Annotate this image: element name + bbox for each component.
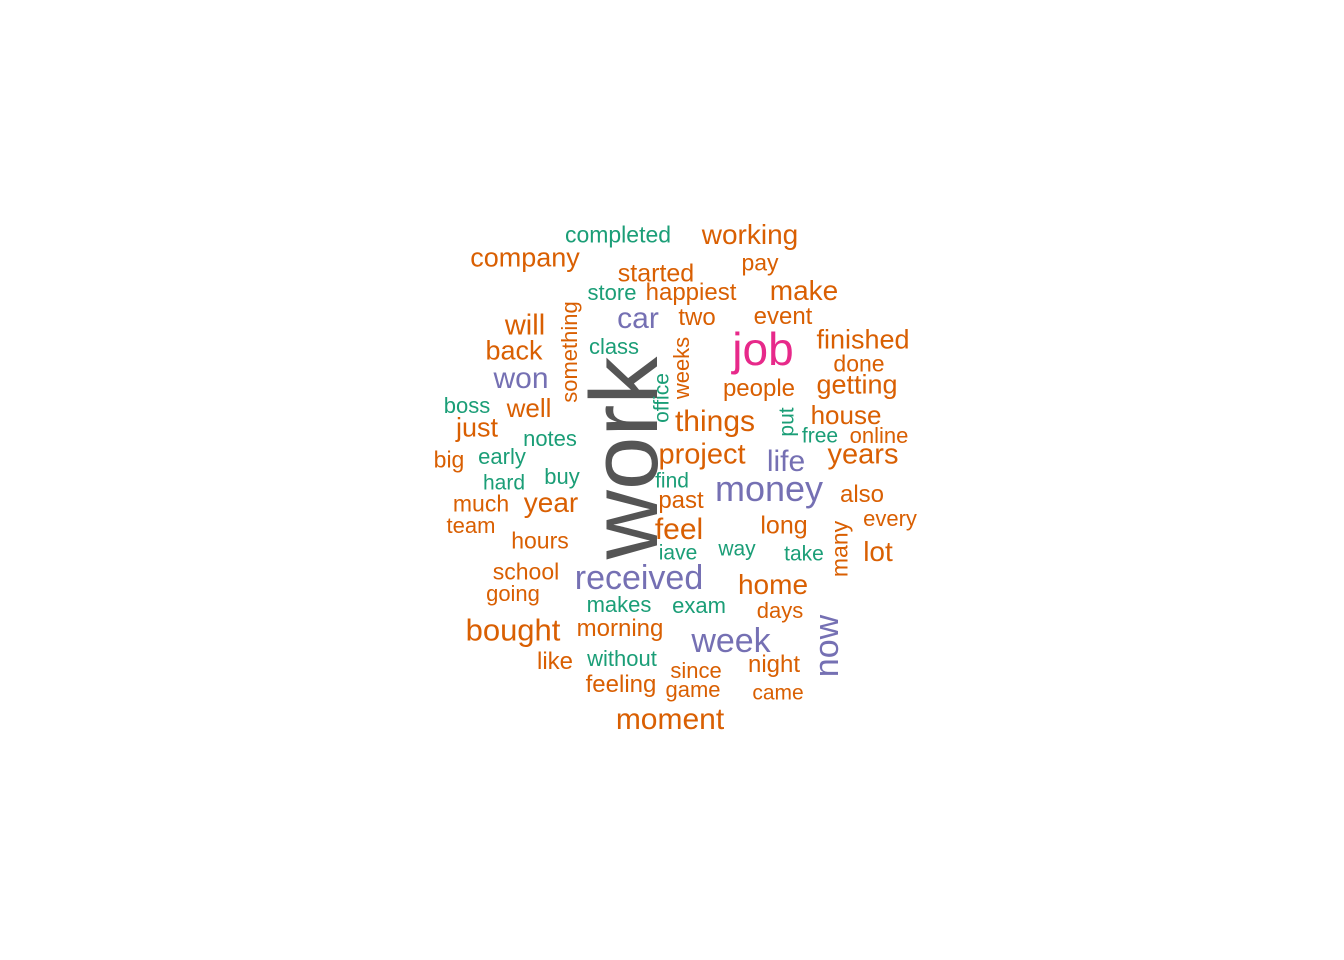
word-also: also <box>839 481 885 508</box>
word-car: car <box>617 302 659 335</box>
word-game: game <box>665 677 721 702</box>
word-hours: hours <box>511 527 569 554</box>
word-since: since <box>670 658 722 683</box>
word-back: back <box>485 335 543 366</box>
word-house: house <box>810 400 882 430</box>
word-online: online <box>849 423 909 448</box>
word-project: project <box>658 438 746 471</box>
word-boss: boss <box>443 393 491 418</box>
word-money: money <box>714 468 824 509</box>
word-now: now <box>808 614 846 678</box>
word-office: office <box>650 373 674 423</box>
word-iave: iave <box>658 541 698 565</box>
word-years: years <box>827 438 899 471</box>
word-store: store <box>587 280 637 305</box>
word-done: done <box>833 350 885 377</box>
word-team: team <box>446 513 496 538</box>
word-came: came <box>752 681 804 705</box>
word-won: won <box>493 362 549 395</box>
word-week: week <box>691 622 771 660</box>
word-completed: completed <box>564 221 672 248</box>
word-two: two <box>678 304 716 331</box>
word-take: take <box>784 542 824 566</box>
word-way: way <box>718 537 756 561</box>
word-year: year <box>523 487 579 518</box>
word-much: much <box>452 490 510 517</box>
word-lot: lot <box>863 536 893 567</box>
word-hard: hard <box>482 471 526 495</box>
word-past: past <box>658 487 704 514</box>
word-going: going <box>486 581 540 606</box>
word-notes: notes <box>523 426 577 451</box>
word-long: long <box>760 511 808 540</box>
word-things: things <box>674 405 756 438</box>
word-put: put <box>775 407 799 437</box>
word-feel: feel <box>654 513 704 546</box>
word-weeks: weeks <box>669 336 694 400</box>
word-class: class <box>588 334 640 359</box>
word-exam: exam <box>672 593 726 618</box>
word-job: job <box>732 323 794 375</box>
word-will: will <box>504 309 546 342</box>
word-feeling: feeling <box>585 671 657 698</box>
word-something: something <box>557 301 582 403</box>
word-without: without <box>587 646 657 671</box>
word-just: just <box>455 412 499 443</box>
word-people: people <box>722 375 796 402</box>
word-school: school <box>492 558 560 585</box>
word-free: free <box>801 424 839 448</box>
word-company: company <box>470 242 580 273</box>
word-morning: morning <box>576 615 664 642</box>
word-happiest: happiest <box>645 279 737 306</box>
word-bought: bought <box>465 612 561 648</box>
word-night: night <box>747 651 801 678</box>
word-getting: getting <box>816 369 898 400</box>
word-makes: makes <box>586 592 652 617</box>
word-home: home <box>737 569 809 600</box>
word-received: received <box>574 559 704 597</box>
word-like: like <box>536 648 574 675</box>
word-finished: finished <box>816 324 910 355</box>
word-every: every <box>863 506 917 531</box>
word-life: life <box>766 445 806 478</box>
word-event: event <box>753 303 813 330</box>
word-moment: moment <box>615 703 725 736</box>
word-working: working <box>701 219 799 250</box>
word-early: early <box>478 444 526 469</box>
word-find: find <box>655 469 689 493</box>
word-pay: pay <box>741 249 779 276</box>
word-days: days <box>756 598 804 623</box>
word-buy: buy <box>544 464 580 489</box>
word-big: big <box>433 446 465 473</box>
word-started: started <box>617 259 695 288</box>
word-many: many <box>826 520 853 578</box>
word-make: make <box>769 275 839 306</box>
word-well: well <box>506 393 552 423</box>
